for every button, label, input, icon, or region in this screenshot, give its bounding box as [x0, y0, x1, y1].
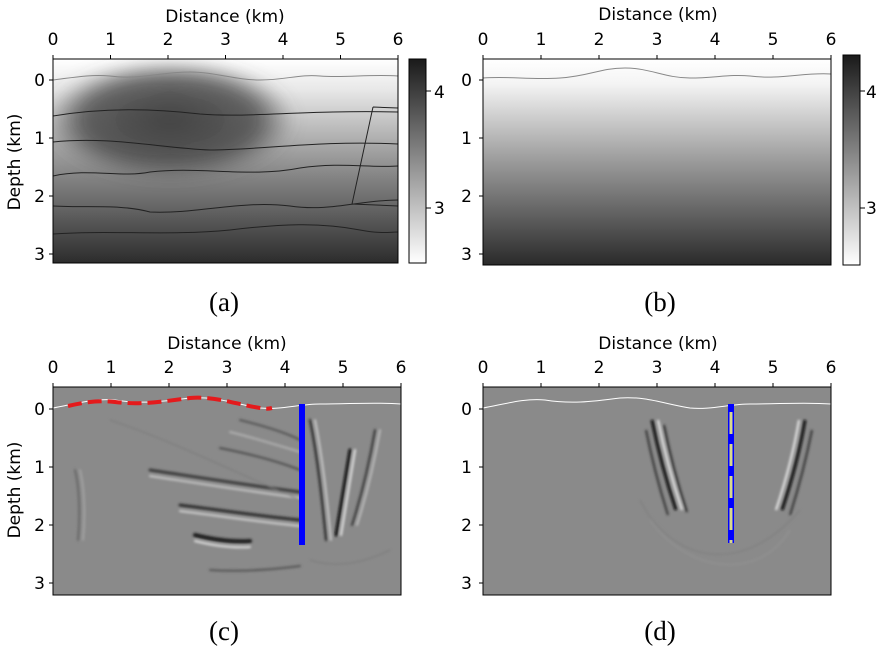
x-tick-label: 4: [710, 30, 721, 50]
caption-b: (b): [644, 287, 675, 317]
y-tick-label: 1: [461, 458, 472, 478]
y-tick-label: 3: [34, 245, 45, 265]
y-tick-label: 2: [34, 516, 45, 536]
colorbar-tick-b-high: 4: [866, 83, 877, 103]
x-tick-label: 2: [163, 30, 174, 50]
topography-b: [483, 67, 831, 80]
reflection-events: [74, 419, 391, 572]
x-tick-label: 4: [710, 358, 721, 378]
caption-d: (d): [644, 616, 675, 646]
y-tick-label: 0: [34, 71, 45, 91]
x-tick-label: 5: [768, 358, 779, 378]
x-tick-label: 1: [536, 30, 547, 50]
y-tick-label: 1: [34, 129, 45, 149]
x-tick-label: 0: [48, 30, 59, 50]
x-tick-label: 4: [280, 358, 291, 378]
y-tick-label: 3: [34, 574, 45, 594]
x-axis-label-b: Distance (km): [598, 5, 717, 25]
x-ticks-b: 0 1 2 3 4 5 6: [478, 30, 837, 59]
y-tick-label: 2: [34, 187, 45, 207]
x-tick-label: 2: [164, 358, 175, 378]
x-tick-label: 1: [105, 30, 116, 50]
x-ticks-a: 0 1 2 3 4 5 6: [48, 30, 404, 59]
x-tick-label: 5: [338, 358, 349, 378]
x-axis-label-d: Distance (km): [598, 334, 717, 354]
reflection-events-d: [639, 419, 813, 566]
fault-line: [351, 106, 398, 207]
x-ticks-c: 0 1 2 3 4 5 6: [48, 358, 407, 387]
colorbar-b: [842, 54, 861, 266]
caption-a: (a): [209, 287, 239, 317]
x-tick-label: 6: [396, 358, 407, 378]
x-tick-label: 0: [48, 358, 59, 378]
x-tick-label: 5: [335, 30, 346, 50]
x-tick-label: 5: [768, 30, 779, 50]
velocity-anomaly: [53, 60, 295, 180]
x-ticks-d: 0 1 2 3 4 5 6: [478, 358, 837, 387]
migrated-image-d: [483, 387, 831, 595]
x-tick-label: 6: [826, 358, 837, 378]
y-axis-label-a: Depth (km): [5, 114, 25, 211]
x-axis-label-a: Distance (km): [165, 7, 284, 27]
layer-boundary-1: [53, 109, 398, 117]
topography-a: [53, 71, 398, 81]
layer-boundary-3: [53, 164, 398, 177]
velocity-model-b: [483, 59, 831, 265]
x-tick-label: 3: [652, 30, 663, 50]
layer-boundary-4: [53, 199, 398, 213]
y-tick-label: 0: [461, 400, 472, 420]
y-tick-label: 2: [461, 516, 472, 536]
colorbar-tick-a-low: 3: [434, 199, 445, 219]
y-tick-label: 0: [461, 71, 472, 91]
panel-c: 0 1 2 3 4 5 6 0 1 2 3 Distance (km) Depth (km) (c…: [5, 334, 406, 646]
y-tick-label: 1: [461, 129, 472, 149]
x-tick-label: 6: [393, 30, 404, 50]
y-ticks-a: 0 1 2 3: [34, 71, 53, 265]
x-tick-label: 1: [536, 358, 547, 378]
x-tick-label: 0: [478, 358, 489, 378]
y-ticks-d: 0 1 2 3: [461, 400, 483, 594]
colorbar-tick-a-high: 4: [434, 83, 445, 103]
panel-b: 0 1 2 3 4 5 6 0 1 2 3 Distance (km) 4 3 (b): [461, 5, 877, 317]
y-tick-label: 1: [34, 458, 45, 478]
x-tick-label: 0: [478, 30, 489, 50]
x-axis-label-c: Distance (km): [167, 334, 286, 354]
x-tick-label: 6: [826, 30, 837, 50]
colorbar-tick-b-low: 3: [866, 199, 877, 219]
colorbar-a: [408, 58, 427, 264]
topography-d: [483, 397, 831, 409]
y-tick-label: 0: [34, 400, 45, 420]
x-tick-label: 3: [652, 358, 663, 378]
sources-line: [67, 395, 273, 411]
y-tick-label: 2: [461, 187, 472, 207]
layer-boundary-5: [53, 224, 398, 235]
x-tick-label: 3: [222, 358, 233, 378]
x-tick-label: 4: [278, 30, 289, 50]
x-tick-label: 2: [594, 358, 605, 378]
layer-boundary-2: [53, 139, 398, 151]
x-tick-label: 1: [106, 358, 117, 378]
caption-c: (c): [209, 616, 239, 646]
x-tick-label: 2: [594, 30, 605, 50]
x-tick-label: 3: [220, 30, 231, 50]
y-tick-label: 3: [461, 245, 472, 265]
y-ticks-c: 0 1 2 3: [34, 400, 53, 594]
y-ticks-b: 0 1 2 3: [461, 71, 483, 265]
y-axis-label-c: Depth (km): [5, 442, 25, 539]
panel-d: 0 1 2 3 4 5 6 0 1 2 3 Distance (km) (d): [461, 334, 836, 646]
y-tick-label: 3: [461, 574, 472, 594]
